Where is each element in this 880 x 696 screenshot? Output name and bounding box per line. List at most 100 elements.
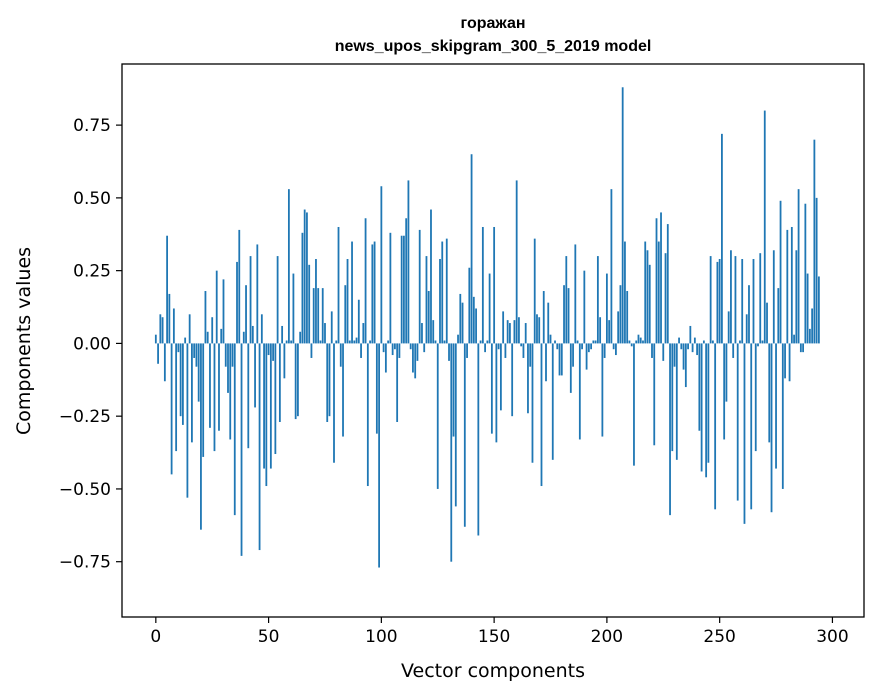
bar-284	[795, 250, 798, 344]
bar-106	[393, 343, 396, 350]
bar-92	[362, 323, 365, 344]
bar-170	[538, 317, 541, 344]
bar-231	[675, 343, 678, 460]
bar-70	[312, 288, 315, 344]
bar-271	[766, 302, 768, 344]
bar-154	[502, 311, 505, 344]
bar-161	[518, 317, 520, 344]
bar-294	[817, 276, 820, 344]
bar-215	[639, 337, 642, 344]
bar-179	[558, 343, 561, 376]
bar-280	[786, 229, 789, 344]
bar-200	[605, 273, 608, 344]
plot-frame	[121, 63, 865, 618]
bar-85	[346, 259, 349, 344]
bar-55	[278, 343, 281, 422]
bar-211	[630, 343, 633, 347]
bar-9	[175, 343, 178, 452]
bar-8	[172, 308, 175, 344]
bar-22	[204, 291, 207, 344]
bar-44	[254, 343, 256, 408]
bar-61	[292, 273, 295, 344]
bar-14	[186, 343, 189, 498]
bar-67	[306, 212, 308, 344]
bar-30	[222, 279, 225, 344]
bar-99	[378, 343, 380, 568]
bar-124	[434, 340, 437, 344]
bar-7	[170, 343, 173, 475]
bar-33	[229, 343, 232, 440]
bar-244	[705, 343, 708, 478]
bar-267	[757, 343, 759, 347]
bar-176	[551, 343, 554, 460]
bar-82	[339, 343, 342, 367]
bar-147	[486, 340, 489, 344]
bar-50	[267, 343, 270, 356]
bar-167	[531, 343, 534, 463]
bar-281	[788, 343, 791, 382]
bar-48	[263, 343, 265, 469]
bar-100	[380, 186, 383, 344]
bar-108	[398, 343, 401, 358]
bar-266	[754, 343, 757, 452]
bar-256	[732, 343, 735, 358]
bar-263	[748, 285, 750, 344]
bar-3	[161, 317, 164, 344]
bar-276	[777, 288, 780, 344]
bar-2	[159, 314, 162, 344]
bar-26	[213, 343, 216, 452]
bar-77	[328, 343, 331, 417]
bar-159	[513, 320, 516, 344]
bar-254	[727, 311, 730, 344]
bar-229	[671, 343, 674, 452]
bar-105	[391, 343, 394, 356]
bar-60	[290, 340, 293, 344]
bar-171	[540, 343, 543, 487]
bar-214	[637, 334, 640, 344]
bar-18	[195, 343, 198, 367]
bar-83	[342, 343, 344, 437]
bar-97	[373, 241, 376, 344]
bar-220	[651, 343, 653, 358]
bar-138	[466, 343, 468, 358]
bar-182	[565, 256, 568, 344]
bar-163	[522, 343, 525, 358]
bar-209	[626, 291, 629, 344]
bar-0	[154, 334, 157, 344]
bar-204	[615, 343, 617, 356]
bar-104	[389, 232, 392, 344]
bar-278	[781, 343, 784, 489]
bar-103	[387, 340, 390, 344]
bar-232	[678, 337, 680, 344]
x-tick-label: 100	[365, 627, 397, 647]
bar-225	[662, 343, 665, 361]
bar-17	[193, 343, 196, 358]
bar-10	[177, 343, 180, 353]
bar-219	[648, 264, 651, 344]
y-tick-label: 0.00	[73, 334, 111, 354]
y-tick-label: −0.50	[59, 480, 111, 500]
bar-169	[536, 314, 538, 344]
bar-114	[412, 343, 414, 373]
bar-268	[759, 253, 762, 344]
bar-283	[793, 334, 795, 344]
bar-201	[608, 320, 611, 344]
bar-40	[245, 285, 247, 344]
bar-69	[310, 343, 313, 358]
bar-262	[745, 314, 748, 344]
bar-24	[209, 343, 211, 428]
bar-113	[409, 343, 412, 350]
bar-53	[274, 343, 277, 455]
bar-95	[369, 340, 371, 344]
bar-291	[811, 308, 814, 344]
bar-135	[459, 293, 462, 344]
bar-149	[490, 343, 493, 434]
bar-145	[481, 226, 484, 344]
bar-222	[655, 218, 658, 344]
bar-183	[567, 288, 570, 344]
bar-76	[326, 343, 329, 422]
bar-180	[560, 343, 563, 376]
bar-158	[511, 343, 514, 417]
bar-94	[366, 343, 369, 487]
